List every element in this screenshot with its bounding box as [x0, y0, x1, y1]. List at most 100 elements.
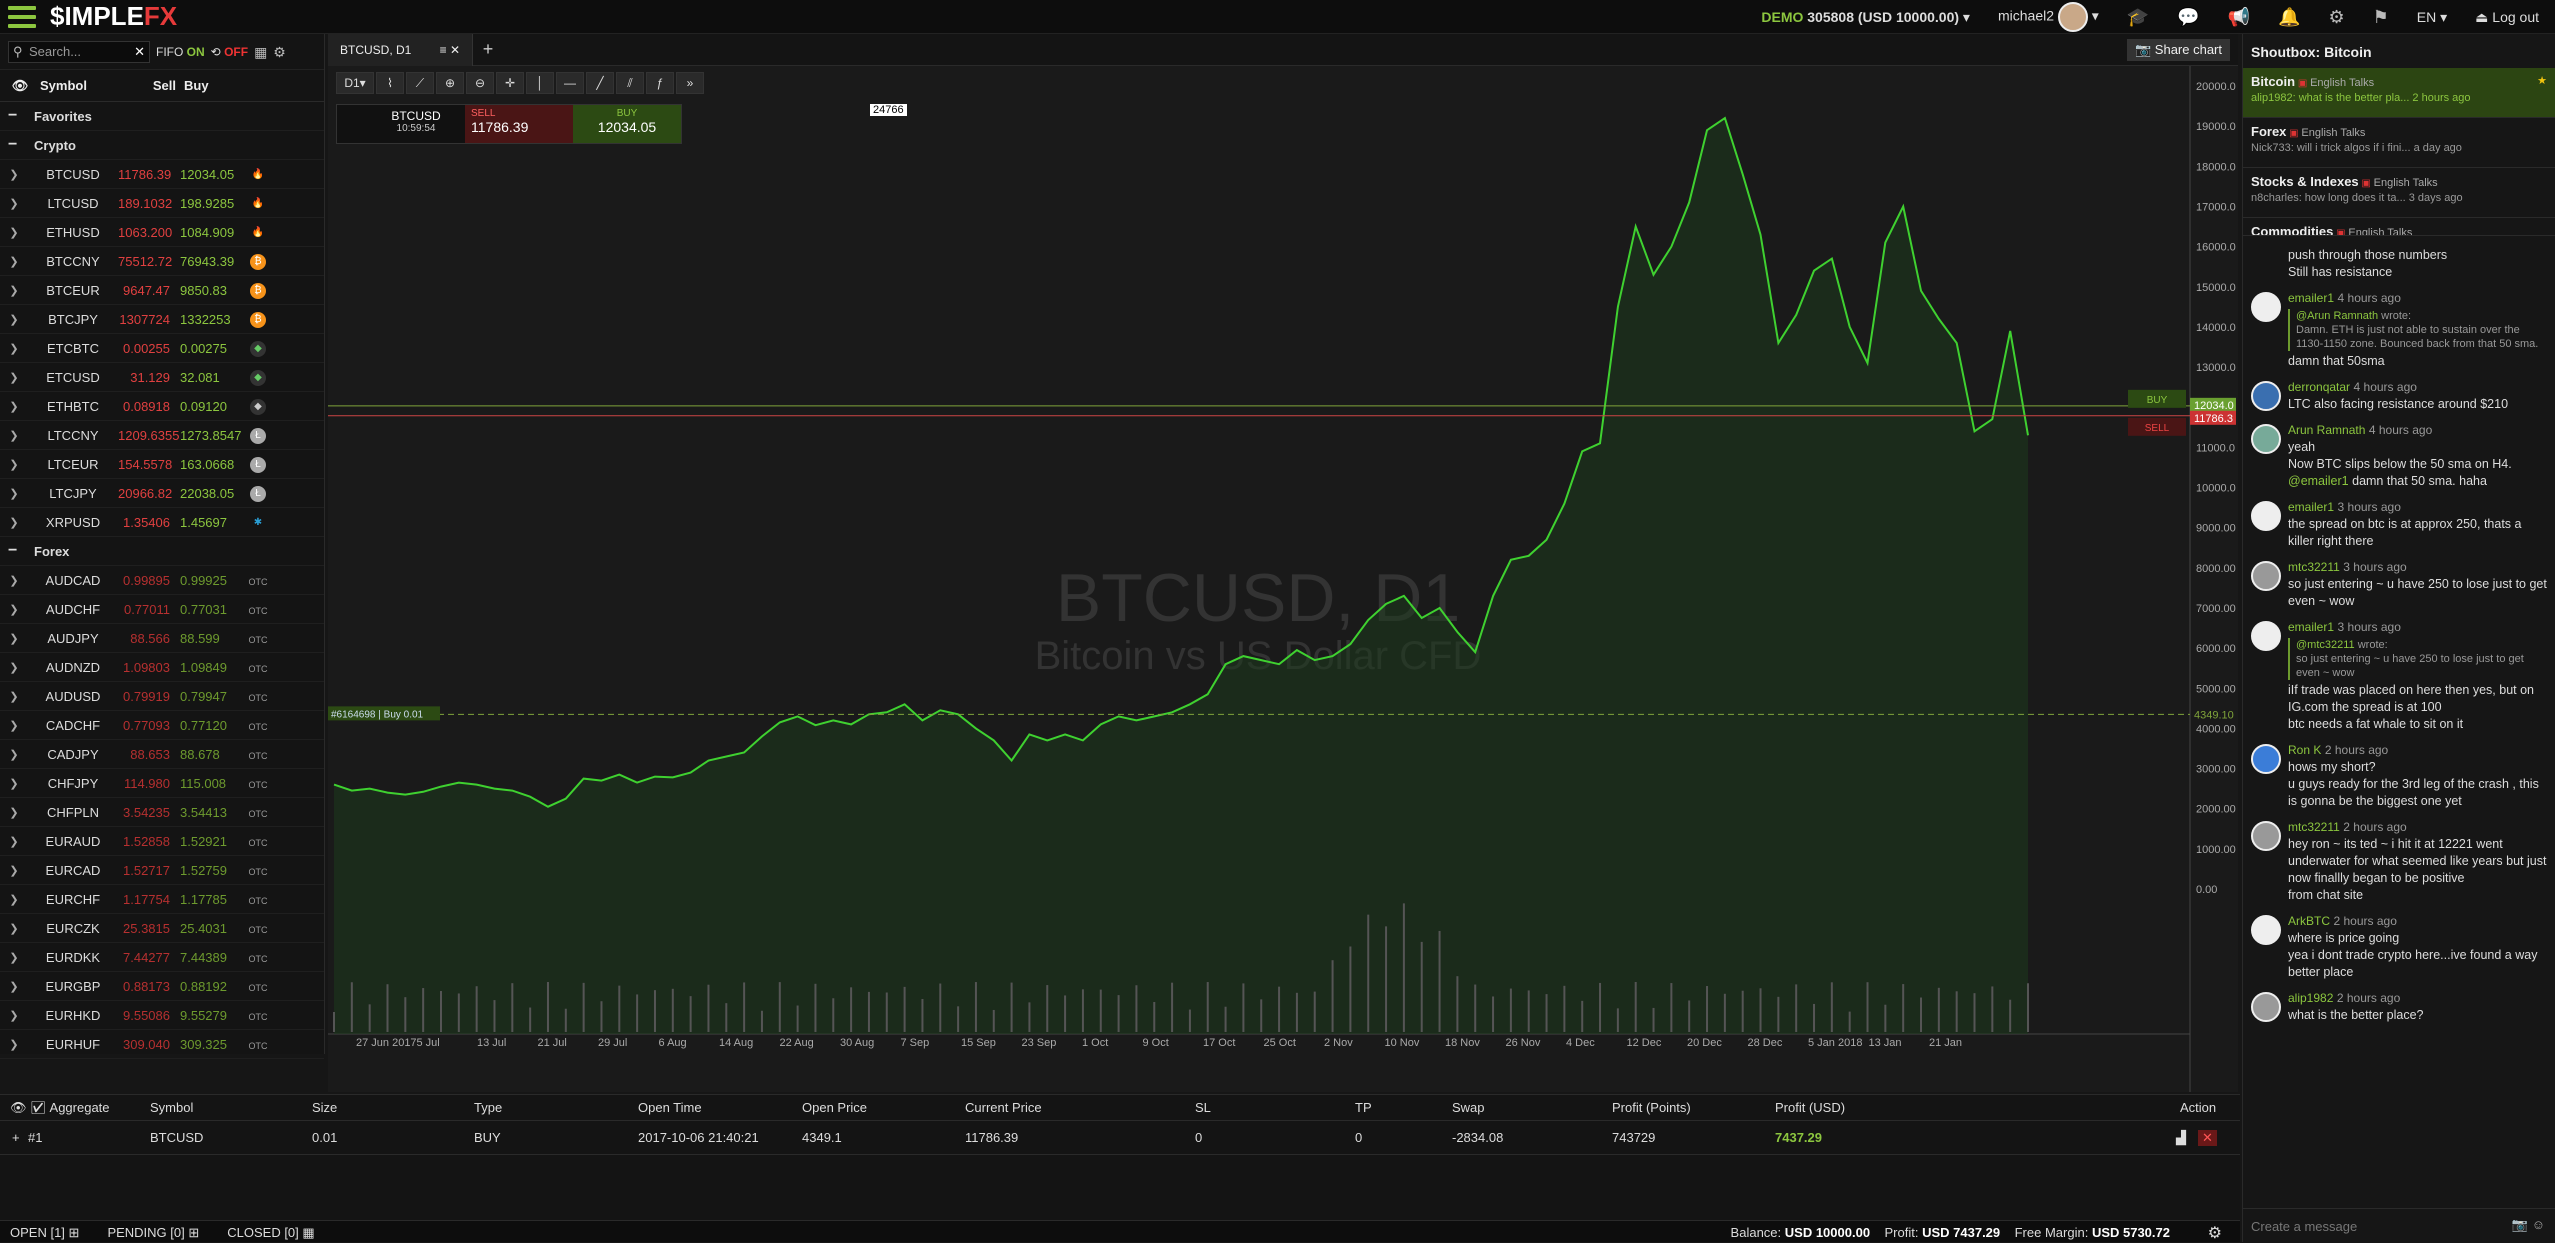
symbol-row-btcusd[interactable]: ❯ BTCUSD 11786.39 12034.05 🔥 [0, 160, 324, 189]
buy-price[interactable]: 7.44389 [180, 949, 227, 965]
room-forex[interactable]: Forex ▣ English Talks Nick733: will i tri… [2243, 118, 2555, 168]
chevron-down-icon[interactable]: ❯ [9, 487, 19, 500]
sell-price[interactable]: 0.79919 [123, 688, 170, 704]
chart-type-icon[interactable]: ⌇ [376, 72, 404, 94]
buy-price[interactable]: 198.9285 [180, 195, 235, 211]
zoom-out-icon[interactable]: ⊖ [466, 72, 494, 94]
chevron-down-icon[interactable]: ❯ [9, 893, 19, 906]
col-header[interactable]: 👁 ☑ Aggregate [10, 1099, 110, 1115]
message-author[interactable]: Ron K [2288, 743, 2322, 757]
symbol-row-audchf[interactable]: ❯ AUDCHF 0.77011 0.77031 OTC [0, 595, 324, 624]
col-header[interactable]: Current Price [965, 1100, 1042, 1115]
expand-icon[interactable] [337, 105, 367, 143]
buy-price[interactable]: 1.09849 [180, 659, 227, 675]
col-header[interactable]: SL [1195, 1100, 1211, 1115]
sell-price[interactable]: 309.040 [123, 1036, 170, 1052]
symbol-row-chfpln[interactable]: ❯ CHFPLN 3.54235 3.54413 OTC [0, 798, 324, 827]
avatar[interactable] [2251, 424, 2281, 454]
chevron-down-icon[interactable]: ❯ [9, 197, 19, 210]
chevron-down-icon[interactable]: ❯ [9, 806, 19, 819]
buy-price[interactable]: 3.54413 [180, 804, 227, 820]
symbol-row-ltccny[interactable]: ❯ LTCCNY 1209.6355 1273.8547 Ł [0, 421, 324, 450]
sell-price[interactable]: 1063.200 [118, 224, 173, 240]
symbol-row-etcbtc[interactable]: ❯ ETCBTC 0.00255 0.00275 ◆ [0, 334, 324, 363]
gear-icon[interactable]: ⚙ [2207, 1225, 2222, 1242]
megaphone-icon[interactable]: 📢 [2227, 7, 2251, 27]
avatar[interactable] [2251, 992, 2281, 1022]
symbol-row-audusd[interactable]: ❯ AUDUSD 0.79919 0.79947 OTC [0, 682, 324, 711]
buy-price[interactable]: 0.79947 [180, 688, 227, 704]
chevron-down-icon[interactable]: ❯ [9, 1009, 19, 1022]
user-menu[interactable]: michael2 ▾ [1998, 2, 2099, 32]
buy-tag[interactable] [2128, 389, 2186, 408]
chevron-down-icon[interactable]: ❯ [9, 574, 19, 587]
tab-btcusd[interactable]: BTCUSD, D1 ≡ ✕ [328, 33, 473, 66]
sell-price[interactable]: 20966.82 [118, 485, 173, 501]
sell-button[interactable]: SELL 11786.39 [465, 105, 573, 143]
symbol-row-etcusd[interactable]: ❯ ETCUSD 31.129 32.081 ◆ [0, 363, 324, 392]
buy-price[interactable]: 0.88192 [180, 978, 227, 994]
order-tag[interactable] [328, 706, 440, 721]
sell-price[interactable]: 1.09803 [123, 659, 170, 675]
chevron-down-icon[interactable]: ❯ [9, 922, 19, 935]
chevron-down-icon[interactable]: ❯ [9, 835, 19, 848]
col-header[interactable]: Swap [1452, 1100, 1485, 1115]
emoji-icon[interactable]: 📷 ☺ [2511, 1217, 2545, 1232]
tab-closed[interactable]: CLOSED [0] ▦ [227, 1225, 315, 1240]
avatar[interactable] [2251, 501, 2281, 531]
col-sell[interactable]: Sell [152, 78, 176, 93]
close-position-button[interactable]: ✕ [2198, 1129, 2217, 1146]
buy-price[interactable]: 0.77120 [180, 717, 227, 733]
chevron-down-icon[interactable]: ❯ [9, 980, 19, 993]
col-header[interactable]: TP [1355, 1100, 1372, 1115]
buy-price[interactable]: 1.52921 [180, 833, 227, 849]
chevron-down-icon[interactable]: ❯ [9, 458, 19, 471]
chevron-down-icon[interactable]: ❯ [9, 168, 19, 181]
symbol-row-ltceur[interactable]: ❯ LTCEUR 154.5578 163.0668 Ł [0, 450, 324, 479]
symbol-row-ethusd[interactable]: ❯ ETHUSD 1063.200 1084.909 🔥 [0, 218, 324, 247]
trend-line-icon[interactable]: ╱ [586, 72, 614, 94]
buy-price[interactable]: 76943.39 [180, 253, 235, 269]
buy-price[interactable]: 1.45697 [180, 514, 227, 530]
language-selector[interactable]: EN ▾ [2416, 8, 2448, 25]
add-tab-button[interactable]: + [482, 39, 494, 59]
sell-price[interactable]: 189.1032 [118, 195, 173, 211]
zoom-in-icon[interactable]: ⊕ [436, 72, 464, 94]
sell-price[interactable]: 0.77093 [123, 717, 170, 733]
col-symbol[interactable]: Symbol [40, 78, 87, 93]
buy-price[interactable]: 309.325 [180, 1036, 227, 1052]
forward-icon[interactable]: » [676, 72, 704, 94]
chevron-down-icon[interactable]: ❯ [9, 342, 19, 355]
sell-price[interactable]: 1209.6355 [118, 427, 180, 443]
sell-price[interactable]: 88.653 [130, 746, 170, 762]
bell-icon[interactable]: 🔔 [2278, 7, 2301, 27]
symbol-row-eurhkd[interactable]: ❯ EURHKD 9.55086 9.55279 OTC [0, 1001, 324, 1030]
sell-price[interactable]: 1.52717 [123, 862, 170, 878]
room-bitcoin[interactable]: Bitcoin ▣ English Talks ★ alip1982: what i… [2243, 68, 2555, 118]
chat-icon[interactable]: 💬 [2177, 7, 2200, 27]
sell-price[interactable]: 31.129 [130, 369, 170, 385]
message-author[interactable]: alip1982 [2288, 991, 2334, 1005]
message-author[interactable]: Arun Ramnath [2288, 423, 2366, 437]
buy-price[interactable]: 115.008 [180, 775, 227, 791]
col-header[interactable]: Action [2180, 1100, 2217, 1115]
symbol-row-cadjpy[interactable]: ❯ CADJPY 88.653 88.678 OTC [0, 740, 324, 769]
avatar[interactable] [2251, 292, 2281, 322]
fifo-toggle[interactable]: FIFO ON [156, 44, 205, 59]
function-icon[interactable]: ƒ [646, 72, 674, 94]
symbol-row-xrpusd[interactable]: ❯ XRPUSD 1.35406 1.45697 ✱ [0, 508, 324, 537]
buy-price[interactable]: 0.09120 [180, 398, 227, 414]
sell-price[interactable]: 9647.47 [123, 282, 170, 298]
chevron-down-icon[interactable]: ❯ [9, 777, 19, 790]
clear-icon[interactable]: ✕ [134, 43, 145, 59]
chevron-down-icon[interactable]: ❯ [9, 1038, 19, 1051]
buy-price[interactable]: 25.4031 [180, 920, 227, 936]
chevron-down-icon[interactable]: ❯ [9, 719, 19, 732]
menu-icon[interactable] [8, 6, 36, 28]
symbol-row-eurchf[interactable]: ❯ EURCHF 1.17754 1.17785 OTC [0, 885, 324, 914]
sell-price[interactable]: 88.566 [130, 630, 170, 646]
sell-tag[interactable] [2128, 417, 2186, 436]
message-author[interactable]: mtc32211 [2288, 560, 2340, 574]
chevron-down-icon[interactable]: ❯ [9, 226, 19, 239]
sell-price[interactable]: 0.99895 [123, 572, 170, 588]
